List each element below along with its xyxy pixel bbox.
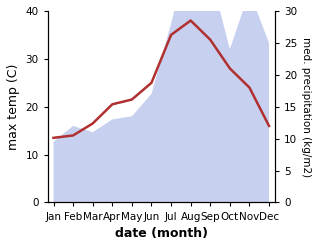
X-axis label: date (month): date (month) — [115, 227, 208, 240]
Y-axis label: med. precipitation (kg/m2): med. precipitation (kg/m2) — [301, 37, 311, 177]
Y-axis label: max temp (C): max temp (C) — [7, 63, 20, 150]
